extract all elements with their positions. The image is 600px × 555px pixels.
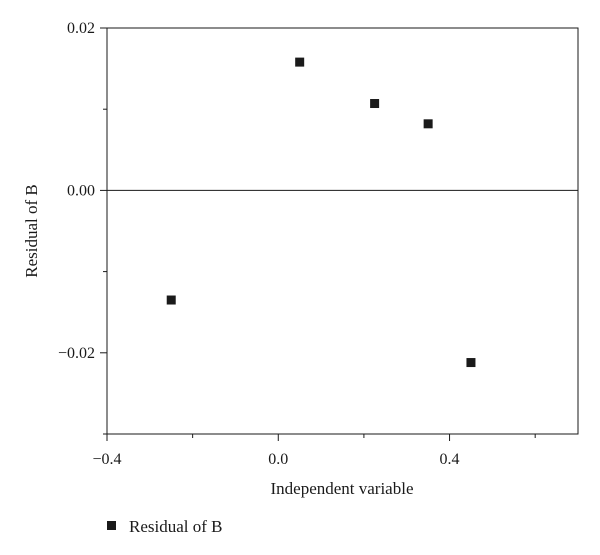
data-point [466, 358, 476, 368]
data-point [423, 119, 433, 129]
x-axis: −0.4 0.0 0.4 [92, 434, 536, 468]
x-tick-label: 0.0 [268, 451, 288, 468]
y-axis-title: Residual of B [22, 184, 41, 278]
data-point [166, 295, 176, 305]
y-tick-label: −0.02 [58, 345, 95, 362]
plot-area [106, 27, 579, 435]
x-axis-title: Independent variable [270, 479, 413, 498]
y-tick-label: 0.00 [67, 182, 95, 199]
x-tick-label: −0.4 [92, 451, 121, 468]
y-tick-label: 0.02 [67, 20, 95, 37]
x-tick-label: 0.4 [440, 451, 460, 468]
data-point [295, 57, 305, 67]
legend-marker-square [107, 521, 116, 530]
y-axis: −0.02 0.00 0.02 [58, 20, 107, 435]
data-points [166, 57, 476, 368]
legend: Residual of B [107, 517, 223, 536]
legend-label: Residual of B [129, 517, 223, 536]
data-point [370, 99, 380, 109]
plot-frame [106, 27, 579, 435]
